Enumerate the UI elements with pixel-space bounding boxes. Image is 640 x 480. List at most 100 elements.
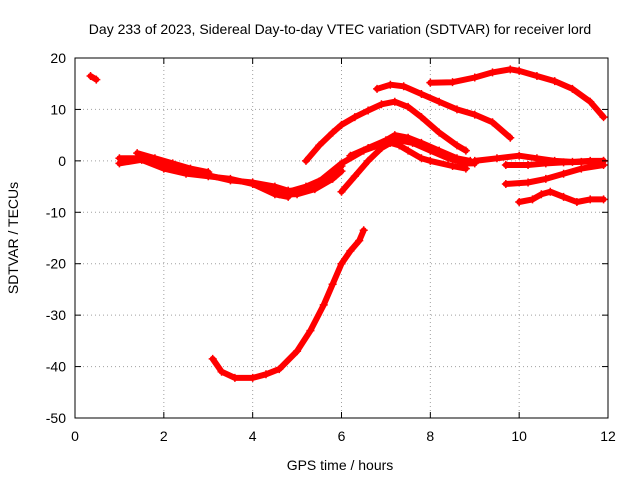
data-point bbox=[217, 367, 226, 376]
data-point bbox=[506, 133, 515, 142]
data-point bbox=[390, 97, 399, 106]
series-track-12 bbox=[373, 80, 515, 142]
y-tick-label: 10 bbox=[50, 101, 66, 117]
data-point bbox=[426, 78, 435, 87]
data-point bbox=[599, 160, 608, 169]
x-tick-label: 10 bbox=[511, 428, 527, 444]
data-point bbox=[448, 162, 457, 170]
data-point bbox=[404, 133, 413, 142]
data-point bbox=[461, 146, 470, 155]
data-series bbox=[86, 65, 608, 382]
data-point bbox=[559, 169, 568, 178]
data-point bbox=[381, 136, 390, 145]
data-point bbox=[261, 370, 270, 379]
series-track-7 bbox=[301, 97, 470, 165]
data-point bbox=[364, 156, 373, 165]
x-tick-label: 8 bbox=[426, 428, 434, 444]
data-point bbox=[501, 160, 510, 169]
data-point bbox=[301, 182, 310, 191]
data-point bbox=[328, 128, 337, 137]
data-point bbox=[461, 164, 470, 173]
data-point bbox=[248, 373, 257, 382]
series-track-13 bbox=[426, 65, 608, 122]
data-point bbox=[328, 280, 337, 289]
y-tick-label: -10 bbox=[46, 204, 66, 220]
data-point bbox=[435, 146, 444, 155]
data-point bbox=[488, 68, 497, 77]
y-axis-label: SDTVAR / TECUs bbox=[5, 182, 21, 294]
data-point bbox=[319, 300, 328, 309]
data-point bbox=[208, 354, 217, 363]
data-point bbox=[337, 187, 346, 196]
data-point bbox=[364, 144, 373, 152]
data-point bbox=[586, 97, 595, 106]
x-tick-label: 6 bbox=[338, 428, 346, 444]
data-point bbox=[364, 106, 373, 115]
data-point bbox=[355, 236, 364, 245]
data-point bbox=[546, 187, 555, 196]
data-point bbox=[293, 347, 302, 356]
data-point bbox=[386, 80, 395, 89]
series-line bbox=[374, 81, 514, 141]
data-point bbox=[599, 195, 608, 204]
data-point bbox=[257, 182, 266, 191]
data-point bbox=[541, 159, 550, 168]
data-point bbox=[182, 169, 191, 178]
data-point bbox=[310, 185, 319, 194]
data-point bbox=[395, 141, 404, 150]
data-point bbox=[417, 113, 426, 122]
data-point bbox=[417, 154, 426, 163]
series-track-16 bbox=[501, 160, 608, 188]
x-axis-label: GPS time / hours bbox=[287, 457, 394, 473]
data-point bbox=[417, 90, 426, 98]
data-point bbox=[470, 73, 479, 82]
data-point bbox=[337, 159, 346, 168]
data-point bbox=[559, 192, 568, 201]
data-point bbox=[399, 82, 408, 91]
data-point bbox=[577, 157, 586, 166]
data-point bbox=[346, 151, 355, 160]
y-tick-label: 0 bbox=[58, 153, 66, 169]
data-point bbox=[168, 159, 177, 168]
data-point bbox=[133, 149, 142, 158]
grid-lines bbox=[75, 58, 608, 418]
axis-ticks bbox=[74, 57, 609, 419]
series-track-10 bbox=[346, 131, 475, 165]
data-point bbox=[452, 105, 461, 114]
series-line bbox=[209, 227, 367, 381]
series-line bbox=[116, 156, 292, 200]
series-track-3 bbox=[115, 155, 293, 201]
chart-title: Day 233 of 2023, Sidereal Day-to-day VTE… bbox=[89, 21, 591, 37]
data-point bbox=[435, 128, 444, 137]
y-tick-label: -50 bbox=[46, 410, 66, 426]
series-track-11 bbox=[208, 226, 368, 382]
data-point bbox=[315, 141, 324, 150]
data-point bbox=[470, 110, 479, 119]
data-point bbox=[350, 172, 359, 181]
data-point bbox=[541, 174, 550, 183]
data-point bbox=[346, 246, 355, 255]
data-point bbox=[373, 84, 382, 93]
data-point bbox=[488, 118, 497, 127]
data-point bbox=[515, 198, 524, 206]
data-point bbox=[377, 100, 386, 109]
data-point bbox=[532, 72, 541, 80]
data-point bbox=[306, 326, 315, 335]
data-point bbox=[284, 187, 293, 196]
x-tick-label: 12 bbox=[600, 428, 616, 444]
data-point bbox=[452, 141, 461, 150]
data-point bbox=[532, 154, 541, 163]
data-point bbox=[572, 198, 581, 206]
data-point bbox=[337, 259, 346, 268]
series-track-4 bbox=[133, 149, 213, 177]
data-point bbox=[559, 158, 568, 167]
data-point bbox=[275, 365, 284, 374]
data-point bbox=[524, 178, 533, 187]
data-point bbox=[226, 174, 235, 183]
series-line bbox=[258, 168, 345, 198]
data-point bbox=[470, 156, 479, 165]
data-point bbox=[150, 154, 159, 163]
data-point bbox=[186, 164, 195, 173]
data-point bbox=[599, 113, 608, 122]
data-point bbox=[204, 168, 213, 177]
